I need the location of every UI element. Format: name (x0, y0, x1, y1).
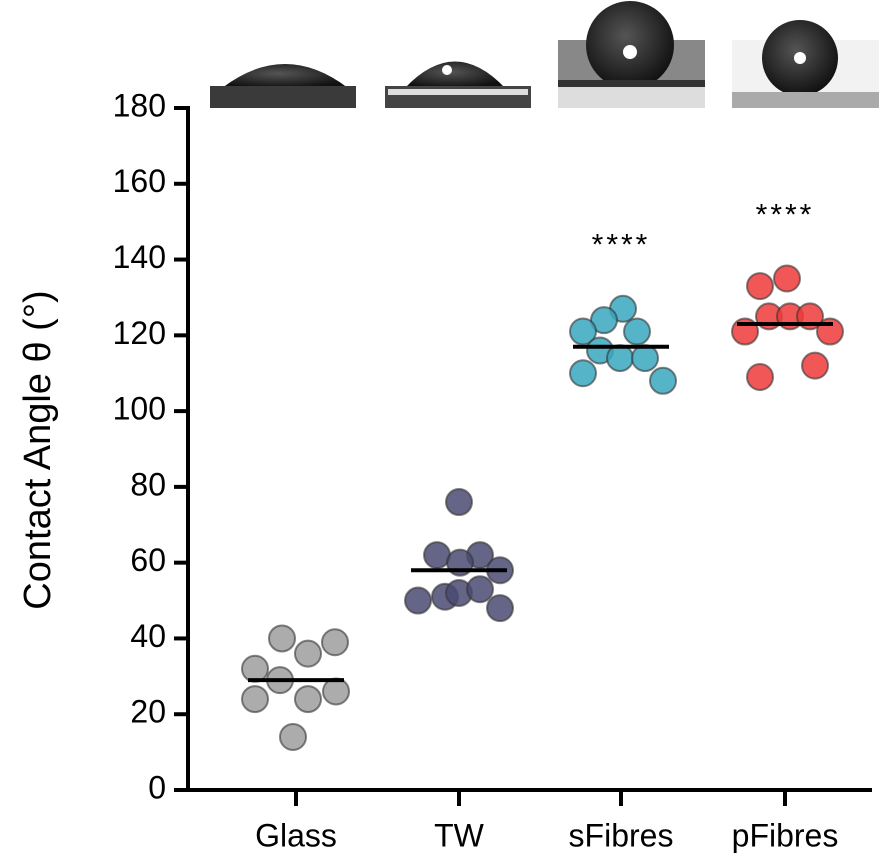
data-point (632, 345, 658, 371)
y-tick-label: 0 (148, 769, 166, 805)
data-point (747, 273, 773, 299)
data-point (624, 319, 650, 345)
data-point (774, 266, 800, 292)
y-tick-label: 100 (113, 391, 166, 427)
x-tick-label: sFibres (569, 817, 674, 853)
data-point (242, 656, 268, 682)
x-tick-label: pFibres (732, 817, 839, 853)
data-point (607, 345, 633, 371)
y-tick-label: 160 (113, 163, 166, 199)
data-point (405, 588, 431, 614)
x-tick-label: TW (434, 817, 485, 853)
data-point (446, 489, 472, 515)
data-point (269, 625, 295, 651)
significance-label: **** (592, 229, 651, 262)
data-point (295, 686, 321, 712)
data-point (242, 686, 268, 712)
significance-label: **** (756, 198, 815, 231)
chart: Contact Angle θ (°) 0 20 40 60 80 100 120 140 16… (0, 0, 893, 862)
data-point (323, 678, 349, 704)
data-point (487, 595, 513, 621)
x-tick-label: Glass (255, 817, 337, 853)
data-point (802, 353, 828, 379)
y-tick-label: 180 (113, 87, 166, 123)
data-point (322, 629, 348, 655)
y-tick-label: 80 (130, 466, 166, 502)
droplet-images (210, 1, 879, 108)
y-tick-label: 120 (113, 315, 166, 351)
y-tick-label: 60 (130, 542, 166, 578)
y-tick-label: 20 (130, 694, 166, 730)
data-point (747, 364, 773, 390)
data-point (280, 724, 306, 750)
data-point (467, 576, 493, 602)
y-axis-title: Contact Angle θ (°) (17, 290, 59, 609)
data-point (650, 368, 676, 394)
y-tick-label: 140 (113, 239, 166, 275)
data-point (570, 360, 596, 386)
y-tick-label: 40 (130, 618, 166, 654)
data-point (295, 641, 321, 667)
